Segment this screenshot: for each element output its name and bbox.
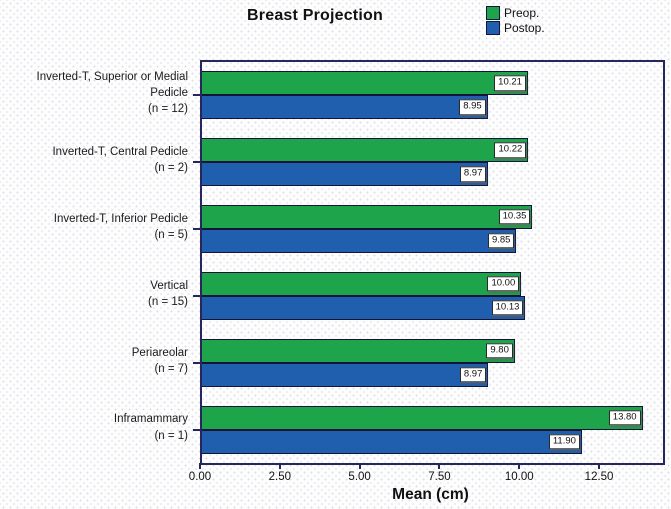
- value-label: 10.21: [494, 75, 526, 92]
- bar-postop: 9.85: [202, 229, 517, 254]
- x-axis-tick: [358, 463, 361, 469]
- x-tick-label: 2.50: [268, 471, 292, 483]
- category-n: (n = 15): [148, 295, 188, 308]
- x-axis-title: Mean (cm): [392, 486, 469, 503]
- bar-postop: 8.97: [202, 362, 489, 387]
- bar-preop: 13.80: [202, 405, 643, 430]
- plot-area: 10.21 8.95 10.22 8.97 10.35: [193, 60, 665, 465]
- x-axis-tick: [598, 463, 601, 469]
- category-name: Inverted-T, Inferior Pedicle: [53, 212, 188, 225]
- bar-preop: 10.22: [202, 138, 529, 163]
- category-label: Inverted-T, Superior or Medial Pedicle (…: [0, 60, 188, 127]
- x-axis-tick: [278, 463, 281, 469]
- bar-postop: 8.95: [202, 95, 488, 120]
- y-axis-tick: [193, 294, 200, 297]
- bar-group: 10.22 8.97: [193, 129, 663, 196]
- postop-color-swatch: [486, 21, 500, 35]
- value-label: 8.97: [459, 367, 487, 383]
- bar-preop: 10.00: [202, 271, 522, 296]
- bar-groups: 10.21 8.95 10.22 8.97 10.35: [193, 62, 663, 463]
- x-tick-label: 10.00: [504, 471, 534, 483]
- legend-item-preop: Preop.: [486, 6, 545, 20]
- bar-group: 13.80 11.90: [193, 396, 663, 463]
- legend-item-postop: Postop.: [486, 21, 545, 35]
- value-label: 10.00: [487, 276, 520, 292]
- value-label: 9.80: [486, 343, 513, 359]
- bar-preop: 10.35: [202, 205, 533, 230]
- legend-label: Postop.: [504, 21, 545, 35]
- x-axis-tick: [199, 463, 201, 469]
- category-n: (n = 7): [154, 362, 188, 375]
- bar-group: 10.35 9.85: [193, 196, 663, 263]
- y-axis-tick: [193, 228, 200, 231]
- x-axis-tick: [438, 463, 441, 469]
- x-tick-label: 12.50: [584, 471, 614, 483]
- category-name: Inverted-T, Central Pedicle: [52, 146, 188, 159]
- category-label: Periareolar (n = 7): [0, 327, 188, 394]
- category-name: Inframammary: [113, 413, 188, 426]
- x-axis-ticks: [199, 463, 661, 470]
- bar-group: 10.21 8.95: [193, 62, 663, 129]
- bar-postop: 11.90: [202, 429, 582, 454]
- category-label: Inframammary (n = 1): [0, 394, 188, 461]
- preop-color-swatch: [486, 6, 500, 20]
- legend: Preop. Postop.: [486, 6, 545, 35]
- category-label: Inverted-T, Inferior Pedicle (n = 5): [0, 194, 188, 261]
- y-axis-tick: [193, 428, 200, 431]
- value-label: 10.13: [491, 300, 524, 316]
- category-label: Vertical (n = 15): [0, 260, 188, 327]
- value-label: 8.97: [459, 166, 487, 182]
- value-label: 8.95: [459, 99, 486, 116]
- value-label: 10.22: [494, 142, 527, 158]
- y-axis-tick: [193, 161, 200, 164]
- value-label: 10.35: [498, 209, 531, 225]
- category-n: (n = 5): [154, 229, 188, 242]
- bar-group: 10.00 10.13: [193, 262, 663, 329]
- bar-postop: 10.13: [202, 295, 526, 320]
- chart-title: Breast Projection: [247, 7, 383, 24]
- value-label: 13.80: [608, 409, 641, 426]
- bar-group: 9.80 8.97: [193, 329, 663, 396]
- category-name: Vertical: [150, 279, 188, 292]
- y-axis-category-labels: Inverted-T, Superior or Medial Pedicle (…: [0, 60, 188, 461]
- x-tick-label: 0.00: [188, 471, 212, 483]
- category-label: Inverted-T, Central Pedicle (n = 2): [0, 127, 188, 194]
- x-tick-label: 5.00: [348, 471, 371, 483]
- value-label: 9.85: [487, 233, 515, 249]
- x-axis-tick-labels: 0.00 2.50 5.00 7.50 10.00 12.50: [189, 471, 661, 485]
- bar-preop: 9.80: [202, 338, 515, 363]
- x-tick-label: 7.50: [428, 471, 451, 483]
- category-n: (n = 2): [154, 162, 188, 175]
- bar-preop: 10.21: [202, 71, 528, 96]
- category-name: Inverted-T, Superior or Medial Pedicle: [36, 71, 188, 100]
- y-axis-tick: [193, 361, 200, 364]
- value-label: 11.90: [548, 433, 580, 450]
- legend-label: Preop.: [504, 6, 540, 20]
- category-n: (n = 1): [154, 429, 188, 442]
- category-n: (n = 12): [148, 103, 188, 116]
- category-name: Periareolar: [131, 346, 188, 359]
- bar-postop: 8.97: [202, 162, 489, 187]
- x-axis-tick: [518, 463, 521, 469]
- y-axis-tick: [193, 94, 200, 97]
